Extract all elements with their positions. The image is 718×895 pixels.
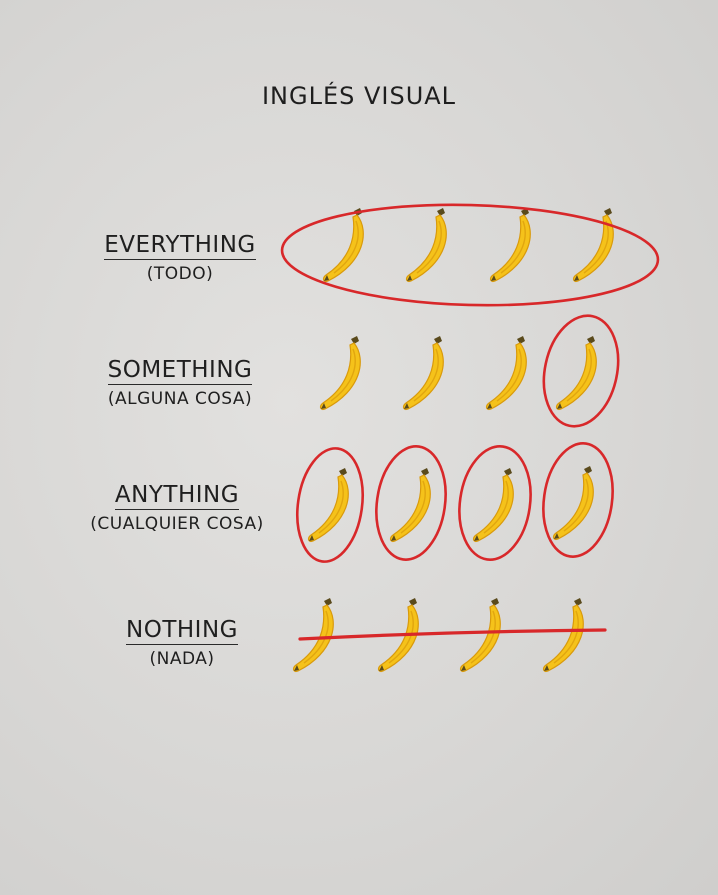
something-circle (542, 314, 620, 428)
banana-icon (317, 333, 373, 415)
banana-icon (403, 205, 459, 287)
banana-icon (487, 205, 543, 287)
word-everything: EVERYTHING (104, 232, 256, 260)
banana-icon (320, 205, 376, 287)
translation-todo: (TODO) (146, 264, 214, 284)
row-nothing-label: NOTHING (NADA) (82, 617, 282, 669)
everything-circle (280, 203, 660, 307)
word-something: SOMETHING (107, 357, 253, 385)
banana-icon (553, 333, 609, 415)
banana-icon (570, 205, 626, 287)
banana-icon (550, 463, 606, 545)
row-something-label: SOMETHING (ALGUNA COSA) (80, 357, 280, 409)
translation-cualquier-cosa: (CUALQUIER COSA) (90, 514, 264, 534)
word-anything: ANYTHING (114, 482, 240, 510)
anything-circle-3 (458, 445, 532, 561)
anything-circle-4 (542, 442, 614, 558)
row-anything-label: ANYTHING (CUALQUIER COSA) (62, 482, 292, 534)
nothing-strike-line (298, 628, 607, 641)
banana-icon (400, 333, 456, 415)
word-nothing: NOTHING (126, 617, 238, 645)
banana-icon (387, 465, 443, 547)
page-title: INGLÉS VISUAL (261, 82, 457, 110)
banana-icon (305, 465, 361, 547)
translation-nada: (NADA) (149, 649, 215, 669)
anything-circle-1 (296, 447, 364, 563)
banana-icon (483, 333, 539, 415)
translation-alguna-cosa: (ALGUNA COSA) (107, 389, 253, 409)
row-everything-label: EVERYTHING (TODO) (80, 232, 280, 284)
anything-circle-2 (375, 445, 447, 561)
banana-icon (470, 465, 526, 547)
